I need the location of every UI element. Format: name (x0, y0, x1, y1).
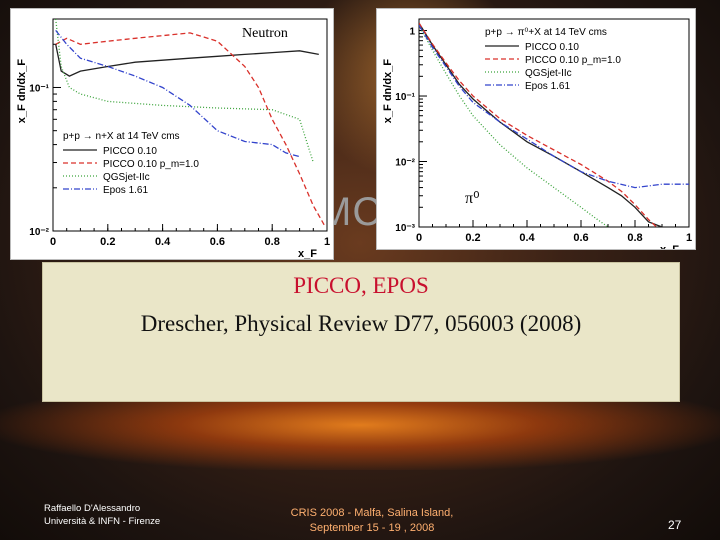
x-tick-label: 0.8 (265, 236, 280, 248)
neutron-annotation: Neutron (240, 26, 290, 42)
x-tick-label: 0.6 (210, 236, 225, 248)
legend-title: p+p → π⁰+X at 14 TeV cms (485, 27, 607, 38)
neutron-chart: 0 0.2 0.4 0.6 0.8 1 10⁻¹ 10⁻² x_F x_F dn/dx_F p+p … (16, 18, 330, 260)
y-tick-label: 10⁻¹ (29, 83, 49, 94)
x-tick-label: 0 (50, 236, 56, 248)
y-tick-label: 10⁻² (395, 158, 415, 169)
series-line-1 (419, 22, 658, 227)
y-axis-label: x_F dn/dx_F (16, 59, 28, 123)
page-number: 27 (668, 518, 682, 532)
x-tick-label: 0.4 (155, 236, 171, 248)
legend-label-2: QGSjet-IIc (103, 172, 150, 183)
legend-label-3: Epos 1.61 (525, 81, 570, 92)
legend-label-3: Epos 1.61 (103, 185, 148, 196)
conference-name: CRIS 2008 - Malfa, Salina Island, (290, 507, 454, 519)
x-tick-label: 0 (416, 232, 422, 244)
x-tick-label: 1 (686, 232, 692, 244)
author-footer: Raffaello D'Alessandro Università & INFN… (44, 502, 160, 528)
y-tick-label: 10⁻¹ (395, 92, 415, 103)
author-affiliation: Università & INFN - Firenze (44, 516, 161, 527)
y-axis-label: x_F dn/dx_F (382, 59, 394, 123)
y-tick-label: 10⁻³ (395, 223, 415, 234)
x-tick-label: 0.2 (100, 236, 115, 248)
legend-label-0: PICCO 0.10 (103, 146, 157, 157)
legend-label-1: PICCO 0.10 p_m=1.0 (103, 159, 199, 170)
x-tick-label: 0.8 (627, 232, 642, 244)
series-line-0 (55, 44, 319, 77)
series-line-2 (55, 19, 314, 163)
legend-label-2: QGSjet-IIc (525, 68, 572, 79)
conference-dates: September 15 - 19 , 2008 (309, 522, 435, 534)
x-tick-label: 0.2 (465, 232, 480, 244)
y-tick-label: 10⁻² (29, 227, 49, 238)
pi0-annotation: π⁰ (463, 188, 482, 208)
pi0-chart-panel: 0 0.2 0.4 0.6 0.8 1 1 10⁻¹ 10⁻² 10⁻³ x_F x_F dn/dx_… (376, 8, 696, 256)
series-line-3 (55, 29, 300, 158)
series-line-3 (419, 24, 689, 189)
pi0-chart: 0 0.2 0.4 0.6 0.8 1 1 10⁻¹ 10⁻² 10⁻³ x_F x_F dn/dx_… (382, 18, 692, 256)
legend-title: p+p → n+X at 14 TeV cms (63, 131, 180, 142)
y-tick-label: 1 (409, 27, 415, 38)
author-name: Raffaello D'Alessandro (44, 503, 141, 514)
x-tick-label: 0.4 (519, 232, 535, 244)
reference-textbox: PICCO, EPOS Drescher, Physical Review D7… (42, 262, 680, 402)
x-axis-label: x_F (298, 248, 317, 259)
series-line-1 (55, 32, 325, 226)
citation-line: Drescher, Physical Review D77, 056003 (2… (140, 311, 582, 336)
neutron-chart-panel: 0 0.2 0.4 0.6 0.8 1 10⁻¹ 10⁻² x_F x_F dn/dx_F p+p … (10, 8, 334, 260)
x-axis-label: x_F (660, 244, 679, 249)
x-tick-label: 1 (324, 236, 330, 248)
conference-footer: CRIS 2008 - Malfa, Salina Island, Septem… (262, 506, 482, 536)
x-tick-label: 0.6 (573, 232, 588, 244)
series-line-0 (419, 22, 663, 227)
legend-label-1: PICCO 0.10 p_m=1.0 (525, 55, 621, 66)
legend-label-0: PICCO 0.10 (525, 42, 579, 53)
plot-frame (52, 18, 328, 232)
models-line: PICCO, EPOS (293, 273, 429, 298)
